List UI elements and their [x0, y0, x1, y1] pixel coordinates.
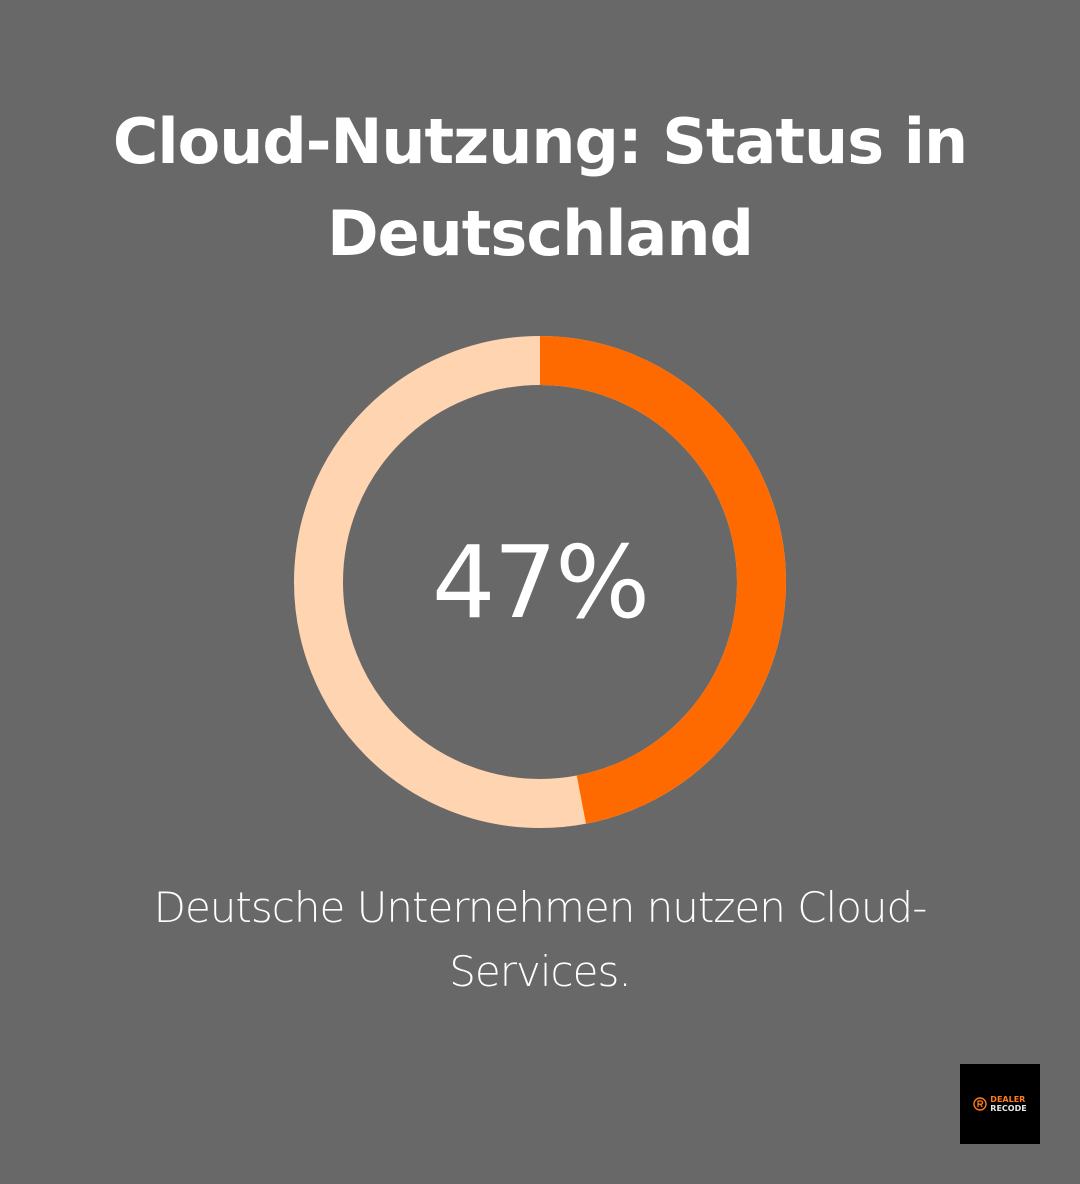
dealer-recode-logo: DEALER RECODE — [960, 1064, 1040, 1144]
logo-line-1: DEALER — [990, 1095, 1026, 1104]
donut-chart: 47% — [294, 336, 786, 828]
logo-line-2: RECODE — [990, 1104, 1027, 1113]
donut-svg — [294, 336, 786, 828]
chart-caption: Deutsche Unternehmen nutzen Cloud-Servic… — [153, 883, 928, 996]
chart-title: Cloud-Nutzung: Status in Deutschland — [112, 105, 968, 270]
center-percentage: 47% — [431, 523, 650, 641]
logo-r-icon — [973, 1097, 987, 1111]
donut-value-arc — [294, 336, 786, 828]
